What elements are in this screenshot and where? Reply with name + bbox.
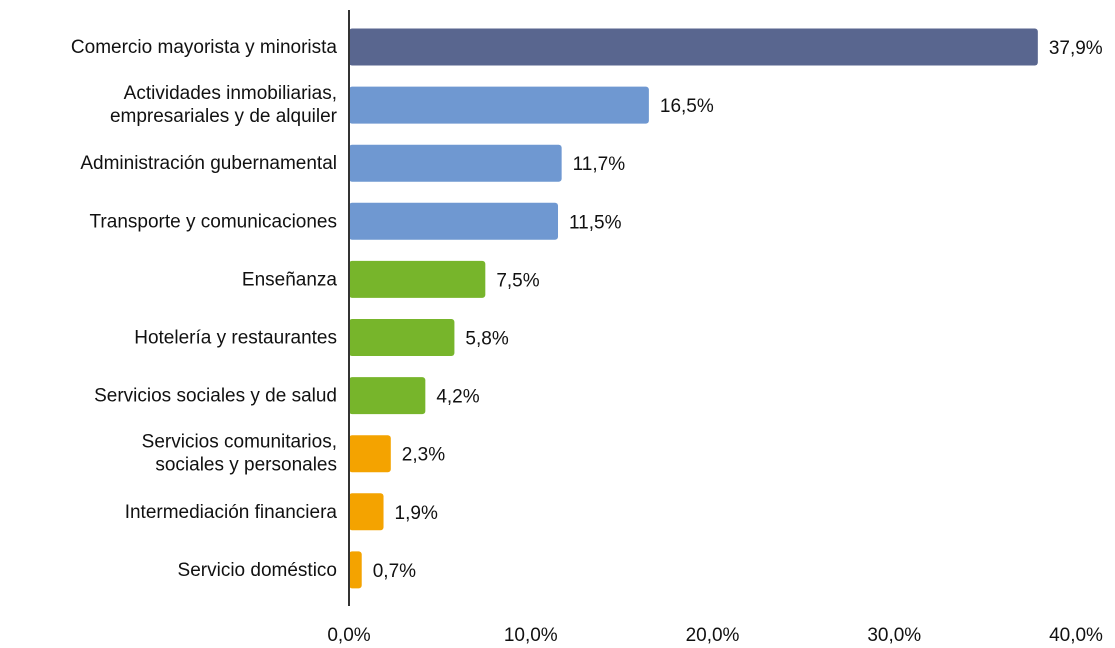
- category-label: Hotelería y restaurantes: [134, 328, 337, 349]
- value-label: 37,9%: [1049, 38, 1103, 59]
- category-label: Servicios sociales y de salud: [94, 386, 337, 407]
- value-label: 4,2%: [436, 387, 479, 408]
- bar: [349, 28, 1038, 66]
- bar: [349, 144, 562, 182]
- bar: [349, 551, 362, 589]
- category-label: Comercio mayorista y minorista: [71, 37, 337, 58]
- value-label: 0,7%: [373, 561, 416, 582]
- category-label: Transporte y comunicaciones: [90, 211, 337, 232]
- x-tick-label: 20,0%: [686, 625, 740, 646]
- category-label: Servicios comunitarios,: [142, 432, 337, 453]
- category-label: sociales y personales: [155, 455, 337, 476]
- value-label: 7,5%: [496, 270, 539, 291]
- bar: [349, 86, 649, 124]
- bar: [349, 435, 391, 473]
- value-label: 5,8%: [465, 329, 508, 350]
- bar: [349, 202, 559, 240]
- value-label: 1,9%: [395, 503, 438, 524]
- category-label: Servicio doméstico: [178, 560, 337, 581]
- bar: [349, 377, 426, 415]
- value-label: 16,5%: [660, 96, 714, 117]
- category-label: empresariales y de alquiler: [110, 106, 338, 127]
- x-tick-label: 40,0%: [1049, 625, 1103, 646]
- bar: [349, 319, 455, 356]
- category-label: Administración gubernamental: [80, 153, 337, 174]
- value-label: 11,7%: [573, 154, 626, 175]
- bar: [349, 260, 486, 298]
- x-tick-label: 0,0%: [327, 625, 370, 646]
- bar: [349, 493, 384, 531]
- value-label: 2,3%: [402, 445, 445, 466]
- x-tick-label: 10,0%: [504, 625, 558, 646]
- category-label: Intermediación financiera: [125, 502, 338, 523]
- value-label: 11,5%: [569, 212, 622, 233]
- category-label: Actividades inmobiliarias,: [124, 83, 337, 104]
- category-label: Enseñanza: [242, 269, 338, 290]
- x-tick-label: 30,0%: [867, 625, 921, 646]
